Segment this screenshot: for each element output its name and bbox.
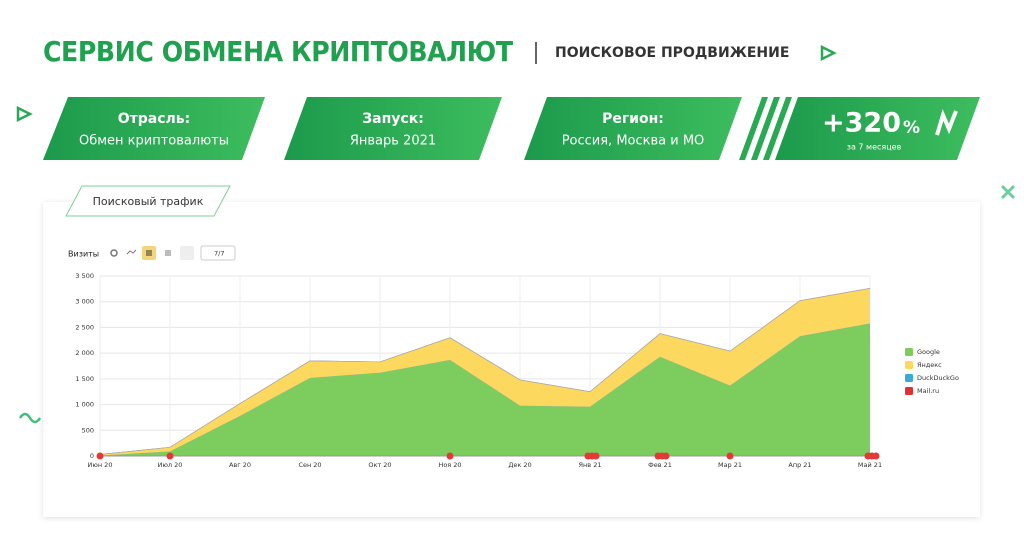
card-label: Отрасль: xyxy=(118,111,191,127)
legend-swatch xyxy=(905,387,913,395)
deco xyxy=(1000,184,1016,200)
y-tick-label: 1 000 xyxy=(75,401,94,409)
y-tick-label: 3 000 xyxy=(75,298,94,306)
tool-icon[interactable] xyxy=(165,250,171,256)
area-edge xyxy=(99,288,871,455)
title: СЕРВИС ОБМЕНА КРИПТОВАЛЮТ xyxy=(43,35,514,68)
highlight-caption: за 7 месяцев xyxy=(847,143,902,152)
filter-button[interactable] xyxy=(200,245,236,261)
legend-swatch xyxy=(905,348,913,356)
legend-swatch xyxy=(905,361,913,369)
x-tick-label: Сен 20 xyxy=(298,461,321,469)
tool-icon[interactable] xyxy=(180,246,194,260)
deco xyxy=(16,105,33,123)
highlight-unit: % xyxy=(903,118,920,138)
y-tick-label: 2 000 xyxy=(75,349,94,357)
tool-icon xyxy=(146,250,152,256)
legend-label: DuckDuckGo xyxy=(917,374,959,382)
x-tick-label: Апр 21 xyxy=(788,461,811,469)
chart: 0 500 1 000 1 500 2 000 2 500 3 000 3 500 Июн 20… xyxy=(75,272,959,469)
card-label: Запуск: xyxy=(362,111,424,127)
x-tick-label: Дек 20 xyxy=(508,461,531,469)
x-tick-label: Окт 20 xyxy=(368,461,391,469)
deco xyxy=(820,44,837,62)
filter-label[interactable]: 7/7 xyxy=(214,250,224,258)
card-value: Россия, Москва и МО xyxy=(562,134,705,149)
x-tick-label: Мар 21 xyxy=(718,461,742,469)
x-tick-label: Авг 20 xyxy=(229,461,251,469)
card-value: Январь 2021 xyxy=(350,134,436,149)
y-tick-label: 1 500 xyxy=(75,375,94,383)
tab[interactable] xyxy=(65,185,231,217)
metric-label: Визиты xyxy=(68,250,99,259)
card xyxy=(524,97,742,160)
highlight-value: +320 xyxy=(822,108,901,139)
x-tick-label: Фев 21 xyxy=(648,461,672,469)
legend-label: Google xyxy=(917,348,940,356)
y-tick-label: 2 500 xyxy=(75,323,94,331)
area xyxy=(100,323,870,456)
stripes xyxy=(739,97,792,160)
legend-label: Яндекс xyxy=(917,361,942,369)
legend-label: Mail.ru xyxy=(917,387,939,395)
subtitle: ПОИСКОВОЕ ПРОДВИЖЕНИЕ xyxy=(555,45,789,61)
deco xyxy=(18,412,42,424)
x-tick-label: Май 21 xyxy=(858,461,882,469)
tool-icon[interactable] xyxy=(126,249,137,255)
x-tick-label: Янв 21 xyxy=(579,461,602,469)
tab-label[interactable]: Поисковый трафик xyxy=(93,195,204,208)
y-tick-label: 3 500 xyxy=(75,272,94,280)
card-value: Обмен криптовалюты xyxy=(79,134,229,149)
card-label: Регион: xyxy=(602,111,664,127)
y-tick-label: 500 xyxy=(82,426,94,434)
area xyxy=(100,288,870,456)
x-tick-label: Июн 20 xyxy=(88,461,113,469)
highlight-card xyxy=(775,97,980,160)
annotations xyxy=(96,452,880,460)
tool-icon[interactable] xyxy=(110,249,118,257)
card xyxy=(43,97,265,160)
card xyxy=(284,97,502,160)
x-tick-label: Ноя 20 xyxy=(438,461,461,469)
growth-icon xyxy=(935,109,958,136)
x-tick-label: Июл 20 xyxy=(158,461,183,469)
y-tick-label: 0 xyxy=(90,452,94,460)
legend-swatch xyxy=(905,374,913,382)
